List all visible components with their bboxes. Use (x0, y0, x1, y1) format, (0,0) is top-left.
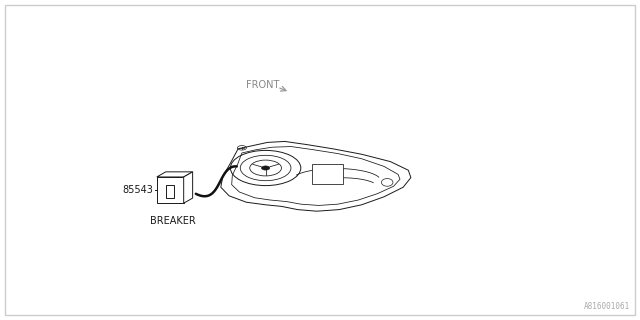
Text: BREAKER: BREAKER (150, 216, 196, 226)
Text: A816001061: A816001061 (584, 302, 630, 311)
Polygon shape (312, 164, 343, 184)
Text: FRONT: FRONT (246, 80, 280, 90)
Polygon shape (184, 172, 193, 203)
Polygon shape (157, 177, 184, 203)
Polygon shape (157, 172, 193, 177)
Polygon shape (166, 185, 173, 198)
Text: 85543: 85543 (123, 185, 154, 195)
Circle shape (261, 166, 270, 170)
Polygon shape (221, 141, 411, 211)
